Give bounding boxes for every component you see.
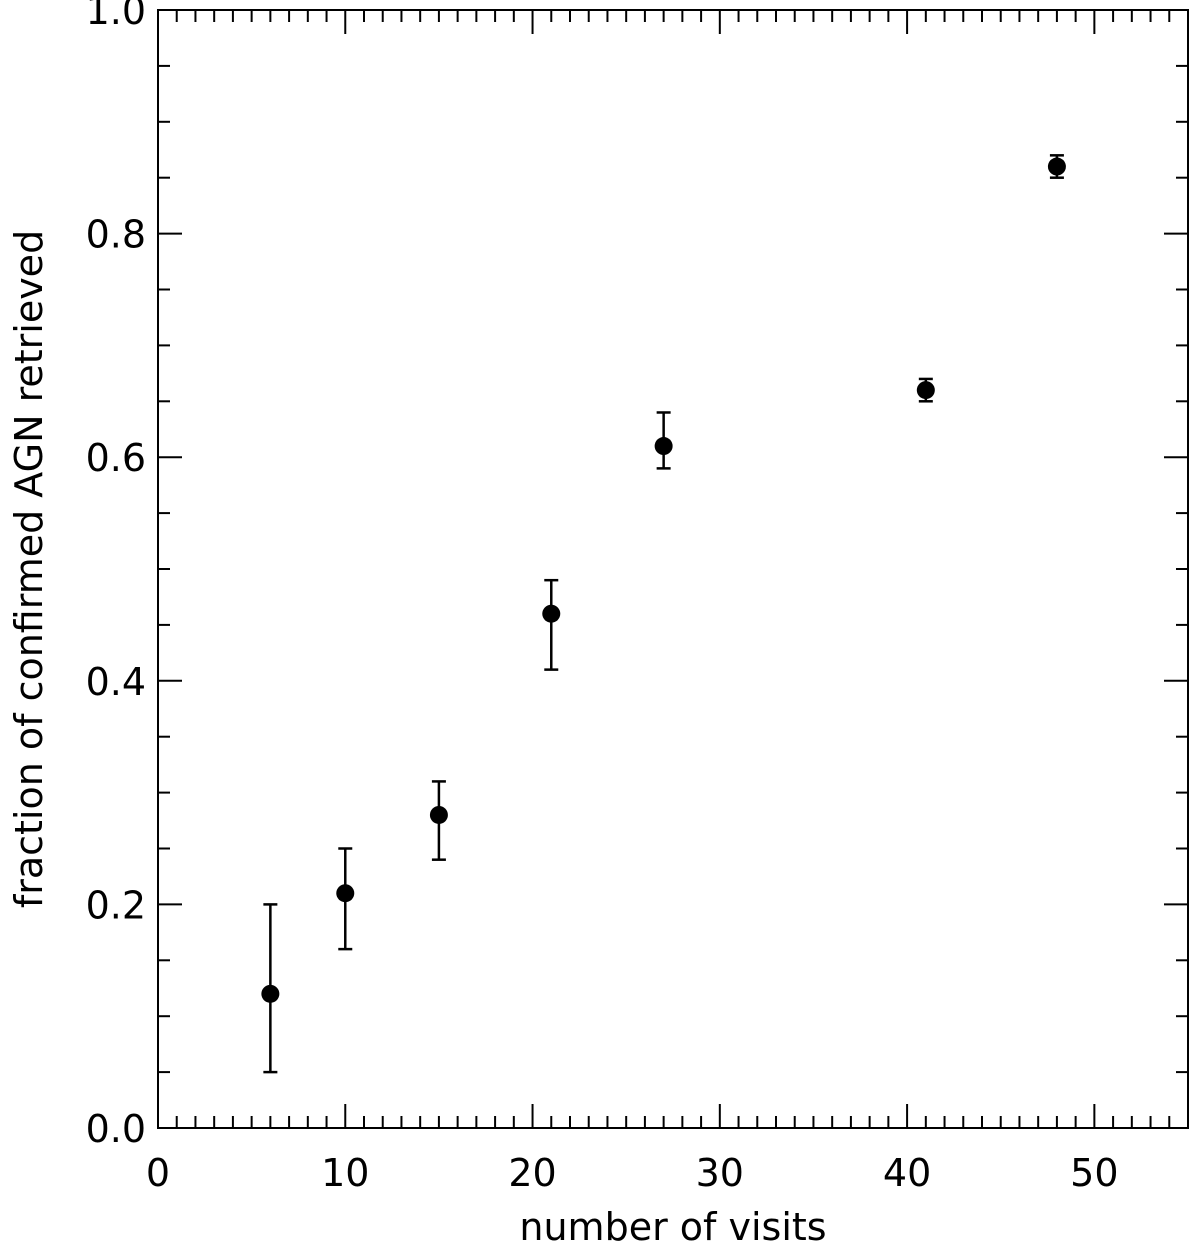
y-tick-label: 0.0 [86, 1107, 146, 1151]
y-tick-label: 0.6 [86, 436, 146, 480]
point-marker [1047, 157, 1066, 176]
point-marker [542, 604, 561, 623]
y-tick-label: 0.8 [86, 213, 146, 257]
data-point [336, 847, 355, 951]
data-points [261, 154, 1066, 1074]
plot-frame [157, 9, 1189, 1129]
data-point [916, 377, 935, 403]
y-tick-label: 1.0 [86, 0, 146, 33]
data-point [542, 578, 561, 671]
y-tick-label: 0.2 [86, 883, 146, 927]
x-tick-label: 0 [146, 1151, 170, 1195]
data-point [654, 411, 673, 470]
y-tick-labels: 0.0 0.2 0.4 0.6 0.8 1.0 [86, 0, 146, 1151]
x-tick-label: 20 [508, 1151, 556, 1195]
y-tick-label: 0.4 [86, 660, 146, 704]
axis-ticks [157, 9, 1189, 1129]
point-marker [261, 984, 280, 1003]
x-tick-label: 50 [1070, 1151, 1118, 1195]
point-marker [336, 884, 355, 903]
point-marker [916, 381, 935, 400]
x-tick-label: 40 [883, 1151, 931, 1195]
data-point [1047, 154, 1066, 179]
x-tick-label: 10 [321, 1151, 369, 1195]
point-marker [654, 437, 673, 456]
point-marker [429, 805, 448, 824]
x-axis-label: number of visits [519, 1205, 826, 1249]
data-point [261, 903, 280, 1074]
x-tick-label: 30 [696, 1151, 744, 1195]
x-tick-labels: 0 10 20 30 40 50 [146, 1151, 1119, 1195]
y-axis-label: fraction of confirmed AGN retrieved [7, 230, 51, 908]
data-point [429, 780, 448, 861]
